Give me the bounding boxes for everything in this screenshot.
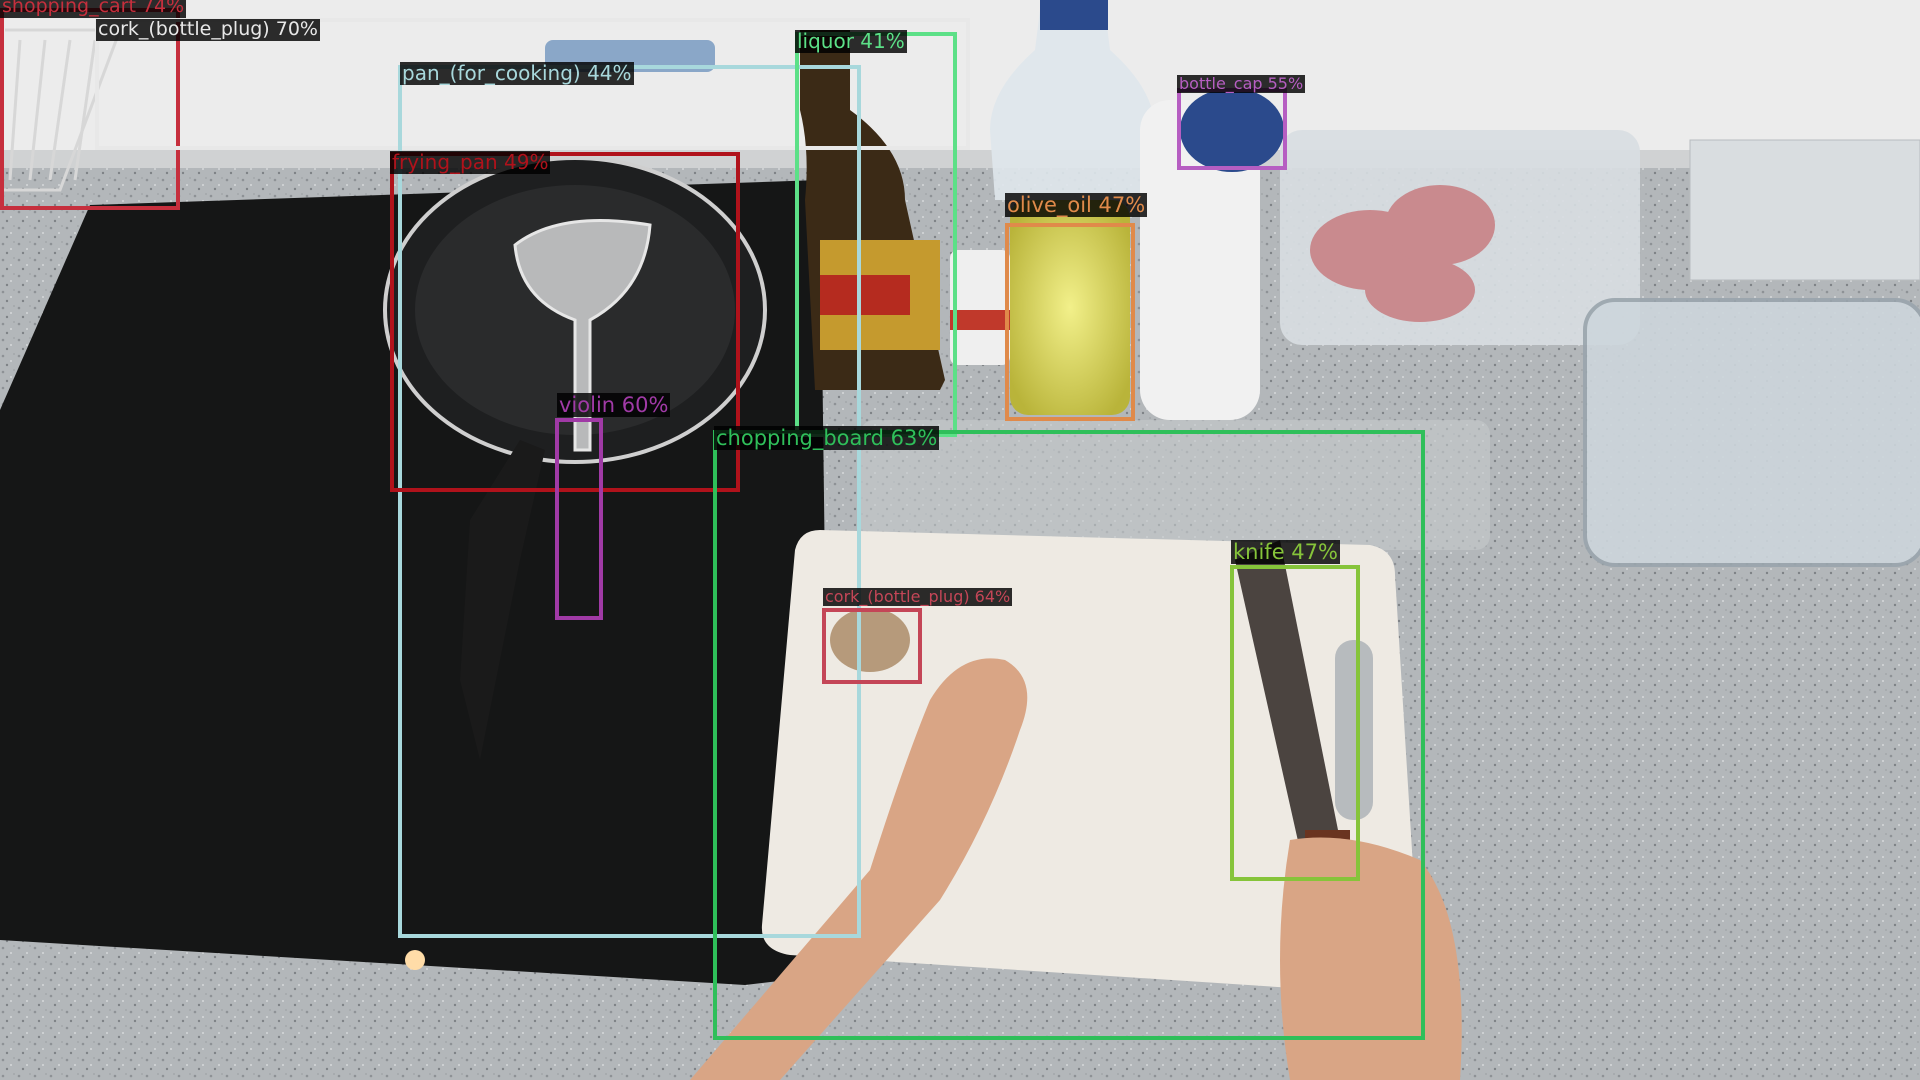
left-hand xyxy=(690,658,1028,1080)
detection-box-frying-pan xyxy=(390,152,740,492)
white-bottle xyxy=(1140,100,1260,420)
detection-label-pan-for-cooking: pan_(for_cooking) 44% xyxy=(400,61,634,85)
detection-box-bottle-cap xyxy=(1177,88,1287,170)
detection-label-chopping-board: chopping_board 63% xyxy=(714,426,940,451)
spatula xyxy=(513,219,652,452)
detection-box-liquor xyxy=(795,32,957,437)
detection-label-cork-2: cork_(bottle_plug) 64% xyxy=(823,587,1013,607)
detection-label-frying-pan: frying_pan 49% xyxy=(390,150,551,174)
detection-label-bottle-cap: bottle_cap 55% xyxy=(1177,74,1306,94)
dough-ball xyxy=(830,608,910,672)
detection-box-chopping-board xyxy=(713,430,1425,1040)
detection-box-cork-1 xyxy=(95,18,970,150)
detection-label-shopping-cart: shopping_cart 74% xyxy=(0,0,187,18)
detection-label-violin: violin 60% xyxy=(557,393,671,418)
detection-label-knife: knife 47% xyxy=(1231,540,1340,565)
kitchen-knife xyxy=(1235,540,1340,850)
window-sill xyxy=(0,0,1920,150)
detection-label-cork-1: cork_(bottle_plug) 70% xyxy=(96,18,320,41)
detection-label-liquor: liquor 41% xyxy=(795,29,907,53)
glass-container xyxy=(1583,298,1920,567)
detection-box-olive-oil xyxy=(1005,223,1135,421)
detection-label-olive-oil: olive_oil 47% xyxy=(1005,193,1148,218)
water-bottle xyxy=(990,10,1155,200)
detection-box-knife xyxy=(1230,565,1360,881)
right-hand xyxy=(1280,837,1462,1080)
detection-box-cork-2 xyxy=(822,608,922,684)
olive-oil-bottle xyxy=(1010,200,1130,415)
detection-box-violin xyxy=(555,418,603,620)
